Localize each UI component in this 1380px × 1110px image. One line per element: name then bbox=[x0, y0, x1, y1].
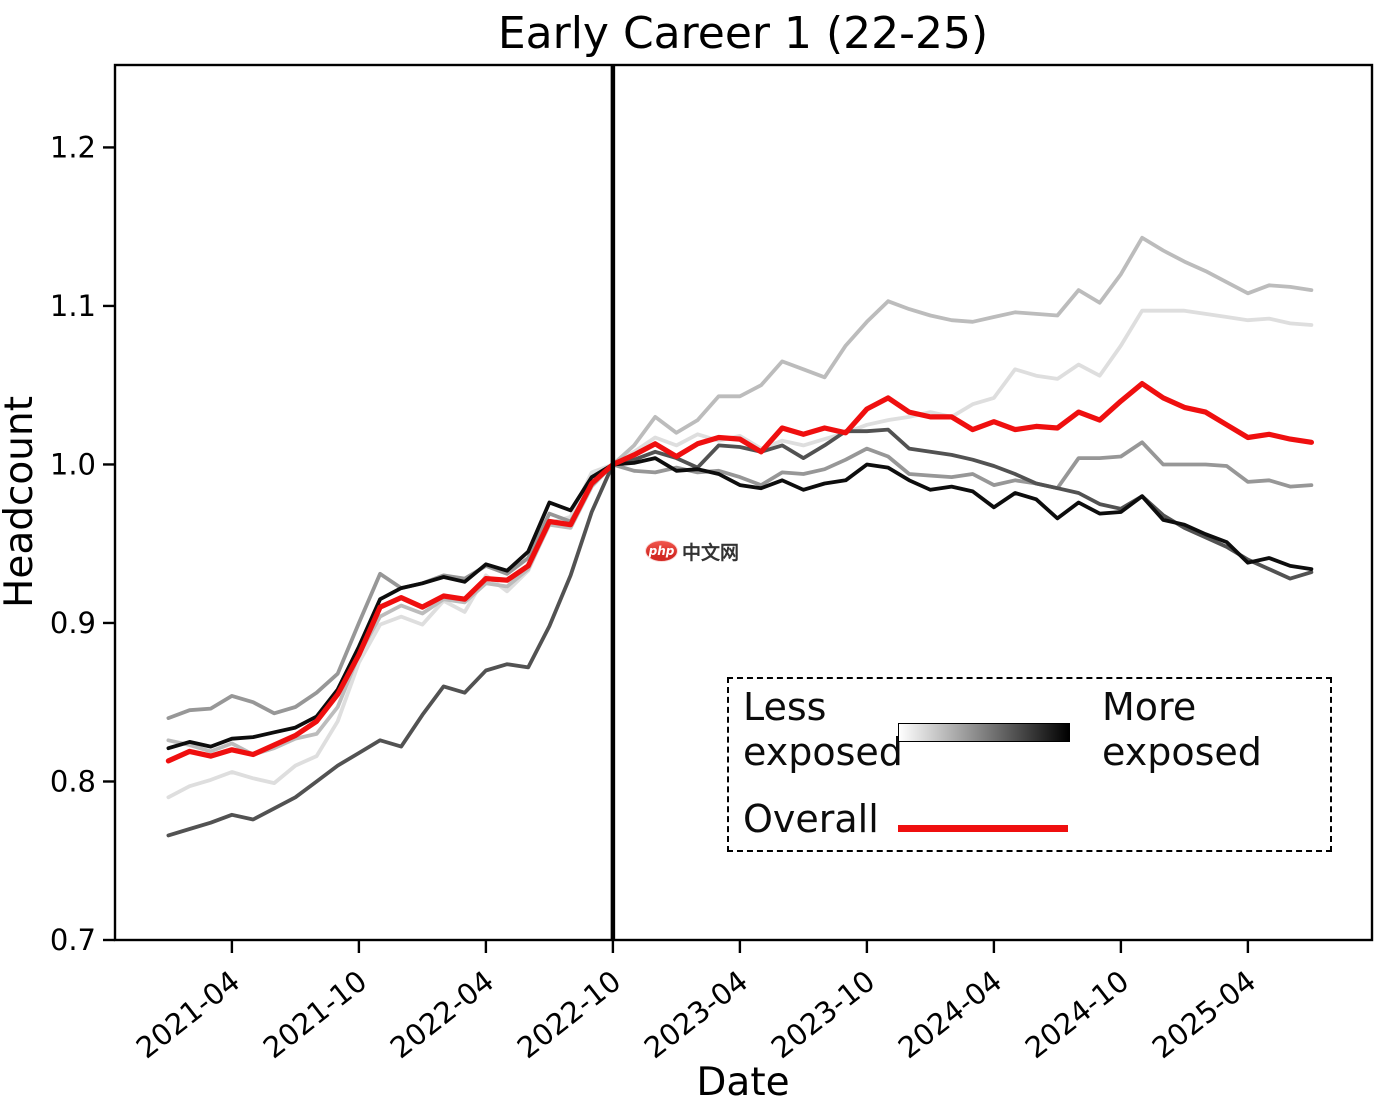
x-tick-label: 2023-10 bbox=[765, 964, 881, 1065]
legend-more-line2: exposed bbox=[1102, 730, 1262, 774]
x-tick-label: 2022-04 bbox=[384, 964, 500, 1065]
x-tick-label: 2021-10 bbox=[257, 964, 373, 1065]
x-tick-label: 2025-04 bbox=[1146, 964, 1262, 1065]
y-tick-label: 1.0 bbox=[50, 447, 96, 481]
legend-less-line2: exposed bbox=[743, 730, 903, 774]
legend-more-label: More exposed bbox=[1102, 685, 1262, 775]
x-axis-ticks: 2021-04 2021-10 2022-04 2022-10 2023-04 2023-… bbox=[130, 940, 1262, 1065]
series-lines bbox=[165, 235, 1315, 838]
x-tick-label: 2023-04 bbox=[638, 964, 754, 1065]
y-tick-label: 0.7 bbox=[50, 923, 96, 957]
series-line-exposure-q3 bbox=[166, 440, 1314, 720]
legend-overall-label: Overall bbox=[743, 797, 879, 841]
y-tick-label: 0.8 bbox=[50, 764, 96, 798]
legend-less-line1: Less bbox=[743, 685, 827, 729]
x-tick-label: 2021-04 bbox=[130, 964, 246, 1065]
series-line-Overall bbox=[165, 381, 1315, 764]
php-logo-text: php bbox=[648, 544, 675, 558]
y-tick-label: 1.2 bbox=[50, 130, 96, 164]
legend: Less exposed More exposed Overall bbox=[727, 677, 1332, 852]
watermark-text: 中文网 bbox=[682, 541, 740, 564]
series-line-exposure-q1-least bbox=[166, 308, 1314, 800]
series-line-exposure-q4 bbox=[166, 427, 1314, 838]
legend-exposure-gradient-bar bbox=[898, 723, 1070, 742]
y-axis-label: Headcount bbox=[0, 396, 42, 608]
chart-title: Early Career 1 (22-25) bbox=[498, 8, 988, 59]
watermark: php 中文网 bbox=[645, 538, 739, 564]
x-tick-label: 2024-10 bbox=[1019, 964, 1135, 1065]
x-tick-label: 2024-04 bbox=[892, 964, 1008, 1065]
y-tick-label: 0.9 bbox=[50, 606, 96, 640]
legend-overall-line-swatch bbox=[898, 825, 1068, 832]
x-axis-label: Date bbox=[696, 1060, 789, 1105]
y-axis-ticks: 0.7 0.8 0.9 1.0 1.1 1.2 bbox=[50, 130, 115, 957]
legend-less-label: Less exposed bbox=[743, 685, 903, 775]
php-logo-badge: php bbox=[645, 540, 678, 562]
legend-more-line1: More bbox=[1102, 685, 1197, 729]
x-tick-label: 2022-10 bbox=[511, 964, 627, 1065]
plot-frame bbox=[113, 63, 1374, 942]
series-line-exposure-q5-most bbox=[166, 456, 1314, 751]
y-tick-label: 1.1 bbox=[50, 289, 96, 323]
